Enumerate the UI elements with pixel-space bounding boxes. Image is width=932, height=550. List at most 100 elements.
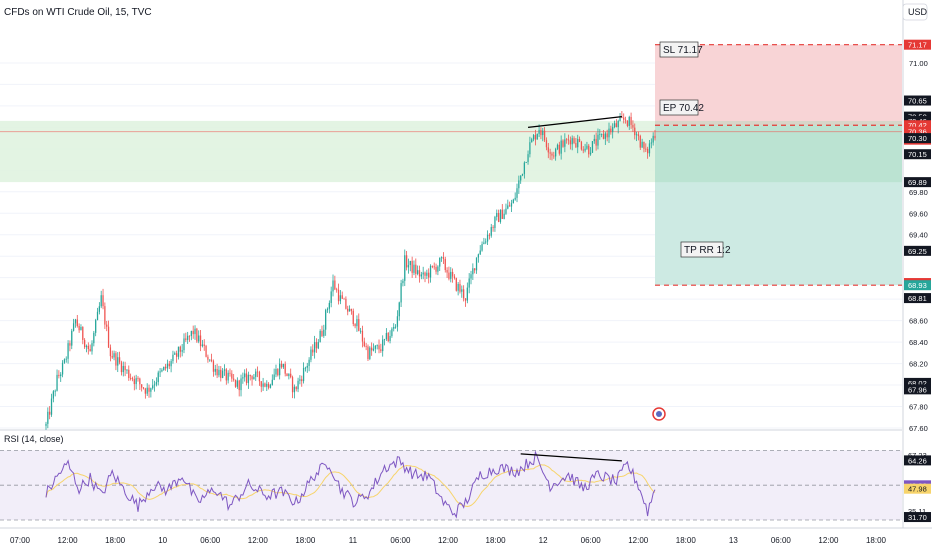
candle-body[interactable] (376, 345, 378, 347)
candle-body[interactable] (129, 378, 132, 379)
candle-body[interactable] (567, 139, 570, 141)
candle-body[interactable] (163, 366, 165, 370)
candle-body[interactable] (220, 369, 222, 378)
candle-body[interactable] (225, 369, 227, 381)
candle-body[interactable] (398, 302, 400, 317)
candle-body[interactable] (312, 349, 314, 353)
candle-body[interactable] (422, 272, 424, 275)
candle-body[interactable] (218, 369, 220, 376)
candle-body[interactable] (264, 383, 266, 387)
candle-body[interactable] (558, 144, 560, 154)
candle-body[interactable] (107, 326, 110, 348)
candle-body[interactable] (468, 278, 470, 288)
candle-body[interactable] (299, 379, 301, 381)
candle-body[interactable] (155, 382, 158, 385)
candle-body[interactable] (188, 335, 191, 337)
candle-body[interactable] (527, 154, 529, 162)
candle-body[interactable] (133, 379, 135, 385)
candle-body[interactable] (612, 127, 614, 133)
candle-body[interactable] (164, 366, 167, 369)
candle-body[interactable] (240, 378, 242, 391)
candle-body[interactable] (356, 319, 358, 327)
candle-body[interactable] (451, 271, 454, 277)
candle-body[interactable] (555, 149, 557, 157)
candle-body[interactable] (648, 143, 651, 154)
candle-body[interactable] (365, 346, 367, 347)
candle-body[interactable] (275, 368, 277, 375)
candle-body[interactable] (382, 339, 384, 352)
candle-body[interactable] (361, 330, 364, 342)
candle-body[interactable] (91, 343, 93, 352)
candle-body[interactable] (589, 152, 592, 155)
candle-body[interactable] (93, 332, 95, 344)
candle-body[interactable] (194, 328, 196, 335)
candle-body[interactable] (420, 274, 422, 277)
candle-body[interactable] (135, 378, 137, 385)
candle-body[interactable] (512, 199, 514, 204)
candle-body[interactable] (566, 139, 568, 141)
candle-body[interactable] (630, 116, 632, 125)
candle-body[interactable] (472, 268, 474, 275)
candle-body[interactable] (518, 180, 520, 189)
candle-body[interactable] (244, 373, 246, 378)
candle-body[interactable] (343, 298, 345, 300)
candle-body[interactable] (76, 319, 78, 326)
candle-body[interactable] (247, 374, 250, 384)
candle-body[interactable] (623, 117, 625, 120)
candle-body[interactable] (98, 306, 100, 312)
candle-body[interactable] (315, 342, 318, 349)
candle-body[interactable] (174, 353, 176, 355)
candle-body[interactable] (328, 302, 330, 309)
candle-body[interactable] (203, 344, 205, 346)
candle-body[interactable] (556, 144, 559, 150)
candle-body[interactable] (201, 344, 204, 347)
candle-body[interactable] (383, 338, 386, 340)
candle-body[interactable] (61, 362, 64, 375)
candle-body[interactable] (641, 141, 643, 148)
candle-body[interactable] (87, 345, 89, 350)
candle-body[interactable] (532, 135, 535, 140)
candle-body[interactable] (604, 133, 606, 139)
candle-body[interactable] (334, 280, 336, 290)
candle-body[interactable] (562, 140, 564, 147)
candle-body[interactable] (120, 362, 123, 373)
candle-body[interactable] (313, 342, 316, 353)
candle-body[interactable] (60, 374, 62, 377)
candle-body[interactable] (540, 129, 542, 136)
candle-body[interactable] (407, 265, 410, 268)
candle-body[interactable] (56, 374, 58, 391)
candle-body[interactable] (464, 298, 467, 301)
candle-body[interactable] (520, 175, 522, 181)
candle-body[interactable] (302, 367, 305, 382)
candle-body[interactable] (115, 353, 117, 366)
candle-body[interactable] (102, 295, 104, 307)
candle-body[interactable] (190, 330, 192, 336)
candle-body[interactable] (470, 274, 472, 279)
candle-body[interactable] (545, 140, 548, 148)
candle-body[interactable] (279, 363, 281, 376)
candle-body[interactable] (83, 339, 86, 348)
candle-body[interactable] (580, 142, 583, 150)
candle-body[interactable] (601, 133, 603, 135)
candle-body[interactable] (89, 349, 91, 352)
candle-body[interactable] (69, 343, 71, 346)
candle-body[interactable] (271, 379, 273, 385)
candle-body[interactable] (348, 308, 351, 312)
candle-body[interactable] (347, 308, 349, 312)
candle-body[interactable] (564, 139, 566, 147)
candle-body[interactable] (150, 388, 152, 392)
candle-body[interactable] (477, 254, 480, 258)
candle-body[interactable] (286, 373, 288, 377)
rsi-pane[interactable] (0, 449, 902, 521)
candle-body[interactable] (516, 188, 518, 198)
candle-body[interactable] (67, 343, 69, 359)
candle-body[interactable] (485, 241, 487, 243)
candle-body[interactable] (95, 320, 97, 333)
candle-body[interactable] (321, 330, 323, 336)
candle-body[interactable] (363, 341, 365, 347)
candle-body[interactable] (534, 135, 537, 140)
candle-body[interactable] (652, 135, 654, 143)
candle-body[interactable] (352, 310, 354, 325)
candle-body[interactable] (396, 316, 399, 327)
candle-body[interactable] (577, 139, 579, 148)
